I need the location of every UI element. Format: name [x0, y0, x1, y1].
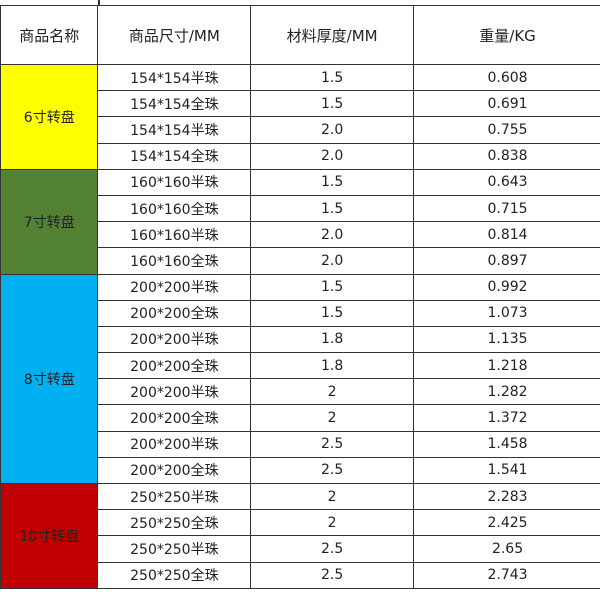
size-cell: 250*250全珠: [97, 561, 252, 589]
header-name: 商品名称: [0, 5, 99, 65]
size-cell: 154*154半珠: [97, 116, 252, 144]
size-cell: 200*200半珠: [97, 430, 252, 458]
weight-cell: 2.743: [413, 561, 600, 589]
table-row: 250*250全珠 2.5 2.743: [1, 561, 600, 589]
weight-cell: 0.838: [413, 142, 600, 170]
weight-cell: 0.691: [413, 90, 600, 118]
size-cell: 160*160半珠: [97, 168, 252, 196]
thickness-cell: 2: [250, 378, 415, 406]
thickness-cell: 2.0: [250, 221, 415, 249]
thickness-cell: 1.5: [250, 63, 415, 92]
size-cell: 250*250半珠: [97, 535, 252, 563]
weight-cell: 2.425: [413, 509, 600, 537]
size-cell: 160*160全珠: [97, 247, 252, 275]
size-cell: 160*160全珠: [97, 194, 252, 223]
thickness-cell: 2.5: [250, 535, 415, 563]
thickness-cell: 1.5: [250, 299, 415, 327]
thickness-cell: 1.5: [250, 194, 415, 223]
table-row: 154*154全珠 1.5 0.691: [1, 90, 600, 118]
size-cell: 200*200全珠: [97, 352, 252, 380]
thickness-cell: 1.8: [250, 325, 415, 354]
weight-cell: 0.897: [413, 247, 600, 275]
thickness-cell: 2.0: [250, 116, 415, 144]
weight-cell: 1.541: [413, 456, 600, 485]
size-cell: 200*200全珠: [97, 299, 252, 327]
table-row: 200*200全珠 2.5 1.541: [1, 456, 600, 485]
header-size: 商品尺寸/MM: [97, 5, 252, 65]
thickness-cell: 2.5: [250, 561, 415, 589]
table-row: 200*200半珠 2.5 1.458: [1, 430, 600, 458]
thickness-cell: 1.8: [250, 352, 415, 380]
size-cell: 200*200全珠: [97, 404, 252, 432]
header-thickness: 材料厚度/MM: [250, 5, 415, 65]
weight-cell: 0.992: [413, 273, 600, 301]
size-cell: 154*154全珠: [97, 90, 252, 118]
weight-cell: 1.218: [413, 352, 600, 380]
weight-cell: 1.372: [413, 404, 600, 432]
thickness-cell: 2.5: [250, 456, 415, 485]
size-cell: 250*250半珠: [97, 482, 252, 511]
table-row: 154*154全珠 2.0 0.838: [1, 142, 600, 170]
thickness-cell: 2: [250, 482, 415, 511]
weight-cell: 0.608: [413, 63, 600, 92]
product-name-cell: 6寸转盘: [0, 64, 99, 170]
size-cell: 200*200半珠: [97, 273, 252, 301]
thickness-cell: 2.0: [250, 142, 415, 170]
size-cell: 200*200全珠: [97, 456, 252, 485]
thickness-cell: 2.5: [250, 430, 415, 458]
weight-cell: 0.814: [413, 221, 600, 249]
thickness-cell: 1.5: [250, 273, 415, 301]
thickness-cell: 1.5: [250, 168, 415, 196]
product-name-cell: 10寸转盘: [0, 483, 99, 589]
table-row: 200*200全珠 1.5 1.073: [1, 299, 600, 327]
weight-cell: 1.458: [413, 430, 600, 458]
product-name-cell: 7寸转盘: [0, 168, 99, 275]
thickness-cell: 1.5: [250, 90, 415, 118]
thickness-cell: 2.0: [250, 247, 415, 275]
product-table: 商品名称 商品尺寸/MM 材料厚度/MM 重量/KG 6寸转盘 154*154半珠…: [0, 5, 600, 589]
thickness-cell: 2: [250, 509, 415, 537]
thickness-cell: 2: [250, 404, 415, 432]
size-cell: 160*160半珠: [97, 221, 252, 249]
table-row: 6寸转盘 154*154半珠 1.5 0.608: [0, 63, 600, 170]
header-weight: 重量/KG: [413, 5, 600, 65]
weight-cell: 1.282: [413, 378, 600, 406]
product-name-cell: 8寸转盘: [0, 273, 99, 484]
weight-cell: 0.755: [413, 116, 600, 144]
table-row: 7寸转盘 160*160半珠 1.5 0.643: [0, 168, 600, 275]
table-row: 200*200半珠 2 1.282: [1, 378, 600, 406]
weight-cell: 1.073: [413, 299, 600, 327]
header-row: 商品名称 商品尺寸/MM 材料厚度/MM 重量/KG: [0, 5, 600, 65]
table-row: 8寸转盘 200*200半珠 1.5 0.992: [0, 273, 600, 484]
table-row: 200*200全珠 2 1.372: [1, 404, 600, 432]
weight-cell: 0.643: [413, 168, 600, 196]
weight-cell: 0.715: [413, 194, 600, 223]
top-divider: [98, 0, 100, 6]
weight-cell: 1.135: [413, 325, 600, 354]
size-cell: 250*250全珠: [97, 509, 252, 537]
weight-cell: 2.65: [413, 535, 600, 563]
table-row: 10寸转盘 250*250半珠 2 2.283: [0, 482, 600, 589]
size-cell: 200*200半珠: [97, 378, 252, 406]
size-cell: 200*200半珠: [97, 325, 252, 354]
table-row: 200*200半珠 1.8 1.135: [1, 325, 600, 354]
weight-cell: 2.283: [413, 482, 600, 511]
table-row: 160*160全珠 2.0 0.897: [1, 247, 600, 275]
size-cell: 154*154全珠: [97, 142, 252, 170]
size-cell: 154*154半珠: [97, 63, 252, 92]
